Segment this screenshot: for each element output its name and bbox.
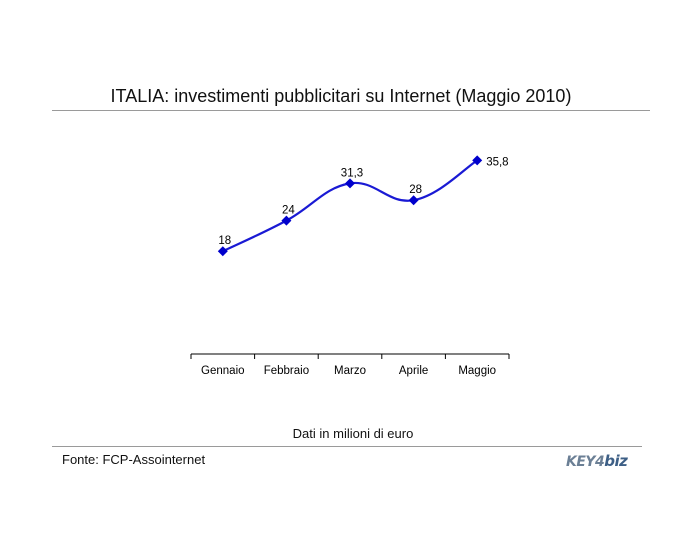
data-point [472, 155, 483, 166]
data-point [345, 178, 355, 189]
x-tick-label: Marzo [334, 365, 366, 377]
source-text: Fonte: FCP-Assointernet [62, 452, 206, 467]
data-point [217, 246, 228, 257]
chart-title: ITALIA: investimenti pubblicitari su Int… [110, 86, 572, 106]
data-label: 18 [218, 235, 231, 247]
x-tick-label: Gennaio [201, 365, 244, 377]
data-label: 24 [282, 205, 295, 217]
x-tick-label: Maggio [458, 365, 496, 377]
units-note: Dati in milioni di euro [292, 426, 414, 441]
logo-part2: biz [604, 452, 628, 470]
x-tick-label: Febbraio [264, 365, 309, 377]
data-point [281, 215, 292, 226]
key4biz-logo: KEY4biz [566, 452, 628, 470]
x-tick-label: Aprile [399, 365, 428, 377]
logo-part1: KEY4 [566, 454, 605, 470]
data-point [408, 195, 419, 206]
data-label: 35,8 [486, 156, 508, 168]
data-label: 28 [409, 184, 422, 196]
title-divider [52, 110, 650, 111]
footer-divider [52, 446, 642, 447]
data-label: 31,3 [341, 167, 363, 179]
